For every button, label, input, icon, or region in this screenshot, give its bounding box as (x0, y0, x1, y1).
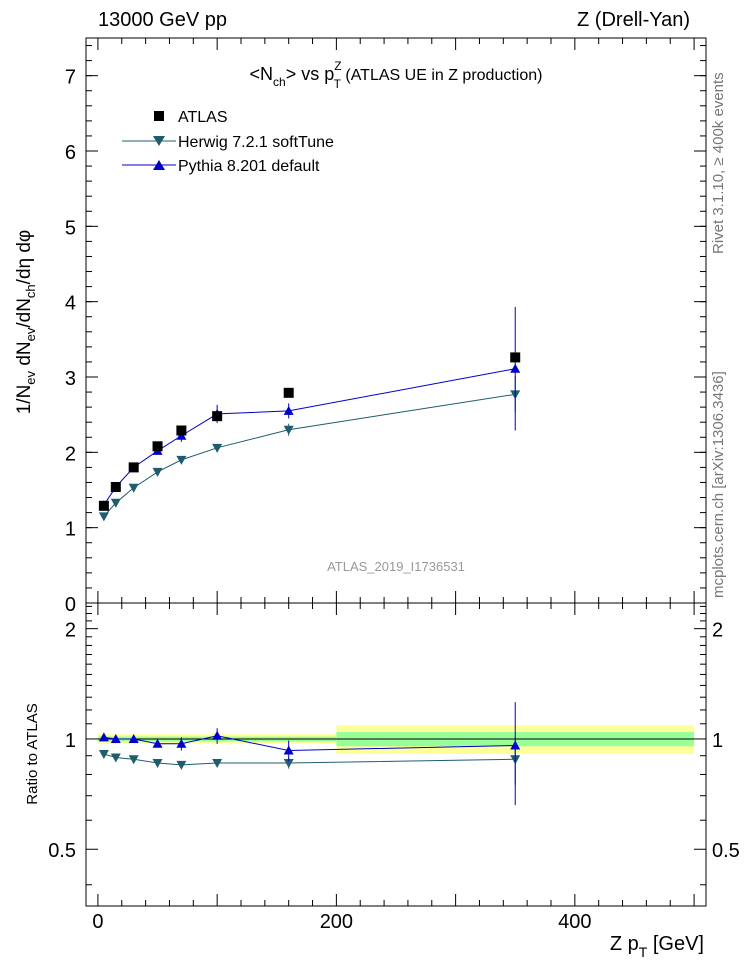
analysis-watermark: ATLAS_2019_I1736531 (327, 559, 465, 574)
main-y-tick-label: 4 (65, 293, 76, 315)
main-y-tick-label: 3 (65, 368, 76, 390)
main-y-tick-label: 0 (65, 594, 76, 616)
main-point-atlas (510, 352, 521, 363)
main-y-tick-label: 2 (65, 443, 76, 465)
x-tick-label: 400 (558, 911, 591, 933)
ratio-y-axis-label: Ratio to ATLAS (24, 703, 41, 804)
legend-label-atlas: ATLAS (178, 109, 228, 126)
legend: ATLAS Herwig 7.2.1 softTune Pythia 8.201… (122, 109, 334, 175)
ratio-line-herwig-7-2-1-softtune (103, 753, 516, 766)
x-axis-label: Z pT [GeV] (610, 933, 704, 960)
main-point-herwig-7-2-1-softtune (110, 498, 121, 508)
ratio-point-herwig-7-2-1-softtune (98, 749, 109, 759)
energy-label: 13000 GeV pp (98, 9, 227, 31)
main-y-tick-label: 6 (65, 142, 76, 164)
main-line-herwig-7-2-1-softtune (103, 393, 516, 517)
ratio-point-herwig-7-2-1-softtune (176, 760, 187, 770)
main-y-tick-label: 1 (65, 519, 76, 541)
ratio-panel: 0.5 0.5 1 1 2 2 0 200 400 Ratio to ATLAS Z pT [G… (24, 602, 740, 960)
ratio-y-tick-label: 0.5 (48, 840, 76, 862)
main-line-pythia-8-201-default (103, 368, 516, 506)
main-y-tick-label: 7 (65, 67, 76, 89)
ratio-point-herwig-7-2-1-softtune (128, 755, 139, 765)
main-y-tick-label: 5 (65, 217, 76, 239)
legend-marker-atlas (154, 111, 164, 121)
main-point-herwig-7-2-1-softtune (283, 425, 294, 435)
main-point-atlas (283, 387, 294, 398)
mcplots-label: mcplots.cern.ch [arXiv:1306.3436] (710, 371, 727, 598)
ratio-y-tick-label-right: 0.5 (712, 840, 740, 862)
ratio-line-pythia-8-201-default (103, 735, 516, 752)
legend-marker-pythia (153, 160, 165, 170)
main-panel: 0 1 2 3 4 5 6 7 <Nch> vs pZ T (ATLAS UE in Z pro… (14, 37, 707, 616)
main-point-atlas (98, 500, 109, 511)
ratio-point-herwig-7-2-1-softtune (283, 758, 294, 768)
main-point-herwig-7-2-1-softtune (128, 483, 139, 493)
main-title: <Nch> vs pZ T (ATLAS UE in Z production) (250, 59, 543, 91)
main-point-atlas (212, 411, 223, 422)
main-point-herwig-7-2-1-softtune (212, 443, 223, 453)
legend-marker-herwig (153, 136, 165, 146)
main-point-herwig-7-2-1-softtune (176, 455, 187, 465)
main-point-atlas (128, 462, 139, 473)
ratio-point-herwig-7-2-1-softtune (212, 758, 223, 768)
ratio-point-pythia-8-201-default (176, 738, 187, 748)
process-label: Z (Drell-Yan) (577, 9, 690, 31)
main-point-pythia-8-201-default (510, 363, 521, 373)
ratio-y-tick-label: 2 (65, 620, 76, 642)
rivet-label: Rivet 3.1.10, ≥ 400k events (710, 72, 727, 254)
x-tick-label: 200 (320, 911, 353, 933)
main-point-atlas (176, 425, 187, 436)
ratio-point-herwig-7-2-1-softtune (152, 758, 163, 768)
ratio-point-pythia-8-201-default (110, 733, 121, 743)
ratio-point-pythia-8-201-default (212, 730, 223, 740)
main-point-atlas (152, 441, 163, 452)
ratio-y-tick-label: 1 (65, 730, 76, 752)
ratio-point-pythia-8-201-default (283, 745, 294, 755)
main-point-herwig-7-2-1-softtune (152, 467, 163, 477)
ratio-point-pythia-8-201-default (152, 738, 163, 748)
ratio-panel-frame (85, 602, 707, 907)
main-point-pythia-8-201-default (283, 405, 294, 415)
ratio-point-pythia-8-201-default (510, 740, 521, 750)
main-point-atlas (110, 481, 121, 492)
main-y-axis-label: 1/Nev dNev/dNch/dη dφ (14, 230, 38, 415)
ratio-y-tick-label-right: 1 (712, 730, 723, 752)
main-point-herwig-7-2-1-softtune (98, 512, 109, 522)
ratio-point-pythia-8-201-default (128, 733, 139, 743)
legend-label-herwig: Herwig 7.2.1 softTune (178, 134, 334, 151)
ratio-point-herwig-7-2-1-softtune (110, 753, 121, 763)
legend-label-pythia: Pythia 8.201 default (178, 158, 320, 175)
x-tick-label: 0 (92, 911, 103, 933)
ratio-y-tick-label-right: 2 (712, 620, 723, 642)
ratio-point-pythia-8-201-default (98, 732, 109, 742)
